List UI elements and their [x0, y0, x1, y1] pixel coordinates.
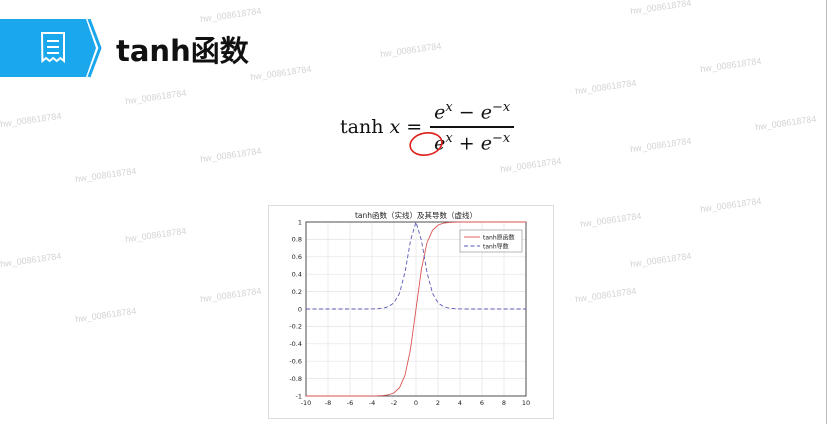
watermark: hw_008618784: [579, 210, 642, 230]
watermark: hw_008618784: [629, 0, 692, 17]
watermark: hw_008618784: [499, 155, 562, 175]
chart-title: tanh函数（实线）及其导数（虚线）: [355, 210, 477, 220]
legend-label: tanh导数: [483, 242, 509, 250]
tanh-formula: tanh x = ex − e−x ex + e−x: [340, 100, 515, 155]
chart-figure: -10 -8 -6 -4 -2 0 2 4 6 8 10 -1 -0.8 -0.6 -0.4 -0.2 0 0.2…: [268, 205, 554, 419]
watermark: hw_008618784: [574, 77, 637, 97]
x-tick-label: 10: [522, 399, 530, 407]
y-tick-label: -0.6: [289, 358, 302, 366]
header-banner: [0, 19, 102, 78]
y-tick-label: 0: [298, 305, 302, 313]
legend-box: [459, 229, 523, 253]
x-tick-label: 0: [414, 399, 418, 407]
x-tick-label: 4: [458, 399, 462, 407]
y-tick-label: -0.2: [289, 323, 302, 331]
y-tick-label: -0.8: [289, 375, 302, 383]
receipt-icon: [40, 32, 65, 64]
watermark: hw_008618784: [699, 55, 762, 75]
y-tick-label: 0.2: [292, 288, 302, 296]
watermark: hw_008618784: [74, 165, 137, 185]
formula-lhs: tanh: [340, 116, 384, 139]
formula-numerator: ex − e−x: [434, 100, 511, 124]
formula-eq: =: [406, 116, 423, 139]
y-tick-label: 0.8: [292, 236, 302, 244]
y-tick-label: 0.6: [292, 253, 302, 261]
formula-denominator: ex + e−x: [434, 130, 511, 155]
legend-label: tanh原函数: [483, 233, 515, 241]
watermark: hw_008618784: [249, 63, 312, 83]
watermark: hw_008618784: [0, 110, 62, 130]
watermark: hw_008618784: [699, 195, 762, 215]
watermark: hw_008618784: [199, 285, 262, 305]
y-tick-label: -1: [296, 392, 302, 400]
x-tick-label: -4: [369, 399, 375, 407]
window-edge: [826, 0, 827, 424]
watermark: hw_008618784: [574, 285, 637, 305]
y-tick-label: -0.4: [289, 340, 302, 348]
x-tick-label: 8: [502, 399, 506, 407]
x-tick-label: 6: [480, 399, 484, 407]
page-title: tanh函数: [116, 34, 249, 68]
red-circle-annotation: [409, 132, 443, 156]
x-tick-label: -8: [325, 399, 331, 407]
x-tick-label: 2: [436, 399, 440, 407]
watermark: hw_008618784: [629, 250, 692, 270]
watermark: hw_008618784: [629, 135, 692, 155]
y-tick-label: 1: [298, 218, 302, 226]
x-tick-label: -2: [391, 399, 397, 407]
watermark: hw_008618784: [124, 225, 187, 245]
series-line-0: [306, 221, 526, 397]
x-tick-label: -6: [347, 399, 353, 407]
watermark: hw_008618784: [0, 250, 62, 270]
watermark: hw_008618784: [199, 5, 262, 25]
chart-svg: -10 -8 -6 -4 -2 0 2 4 6 8 10 -1 -0.8 -0.6 -0.4 -0.2 0 0.2…: [289, 210, 530, 407]
y-tick-label: 0.4: [292, 271, 302, 279]
watermark: hw_008618784: [754, 113, 817, 133]
watermark: hw_008618784: [199, 145, 262, 165]
formula-fraction: ex − e−x ex + e−x: [430, 100, 515, 155]
watermark: hw_008618784: [124, 87, 187, 107]
watermark: hw_008618784: [379, 40, 442, 60]
x-tick-label: -10: [301, 399, 312, 407]
watermark: hw_008618784: [74, 305, 137, 325]
formula-var: x: [389, 116, 401, 139]
